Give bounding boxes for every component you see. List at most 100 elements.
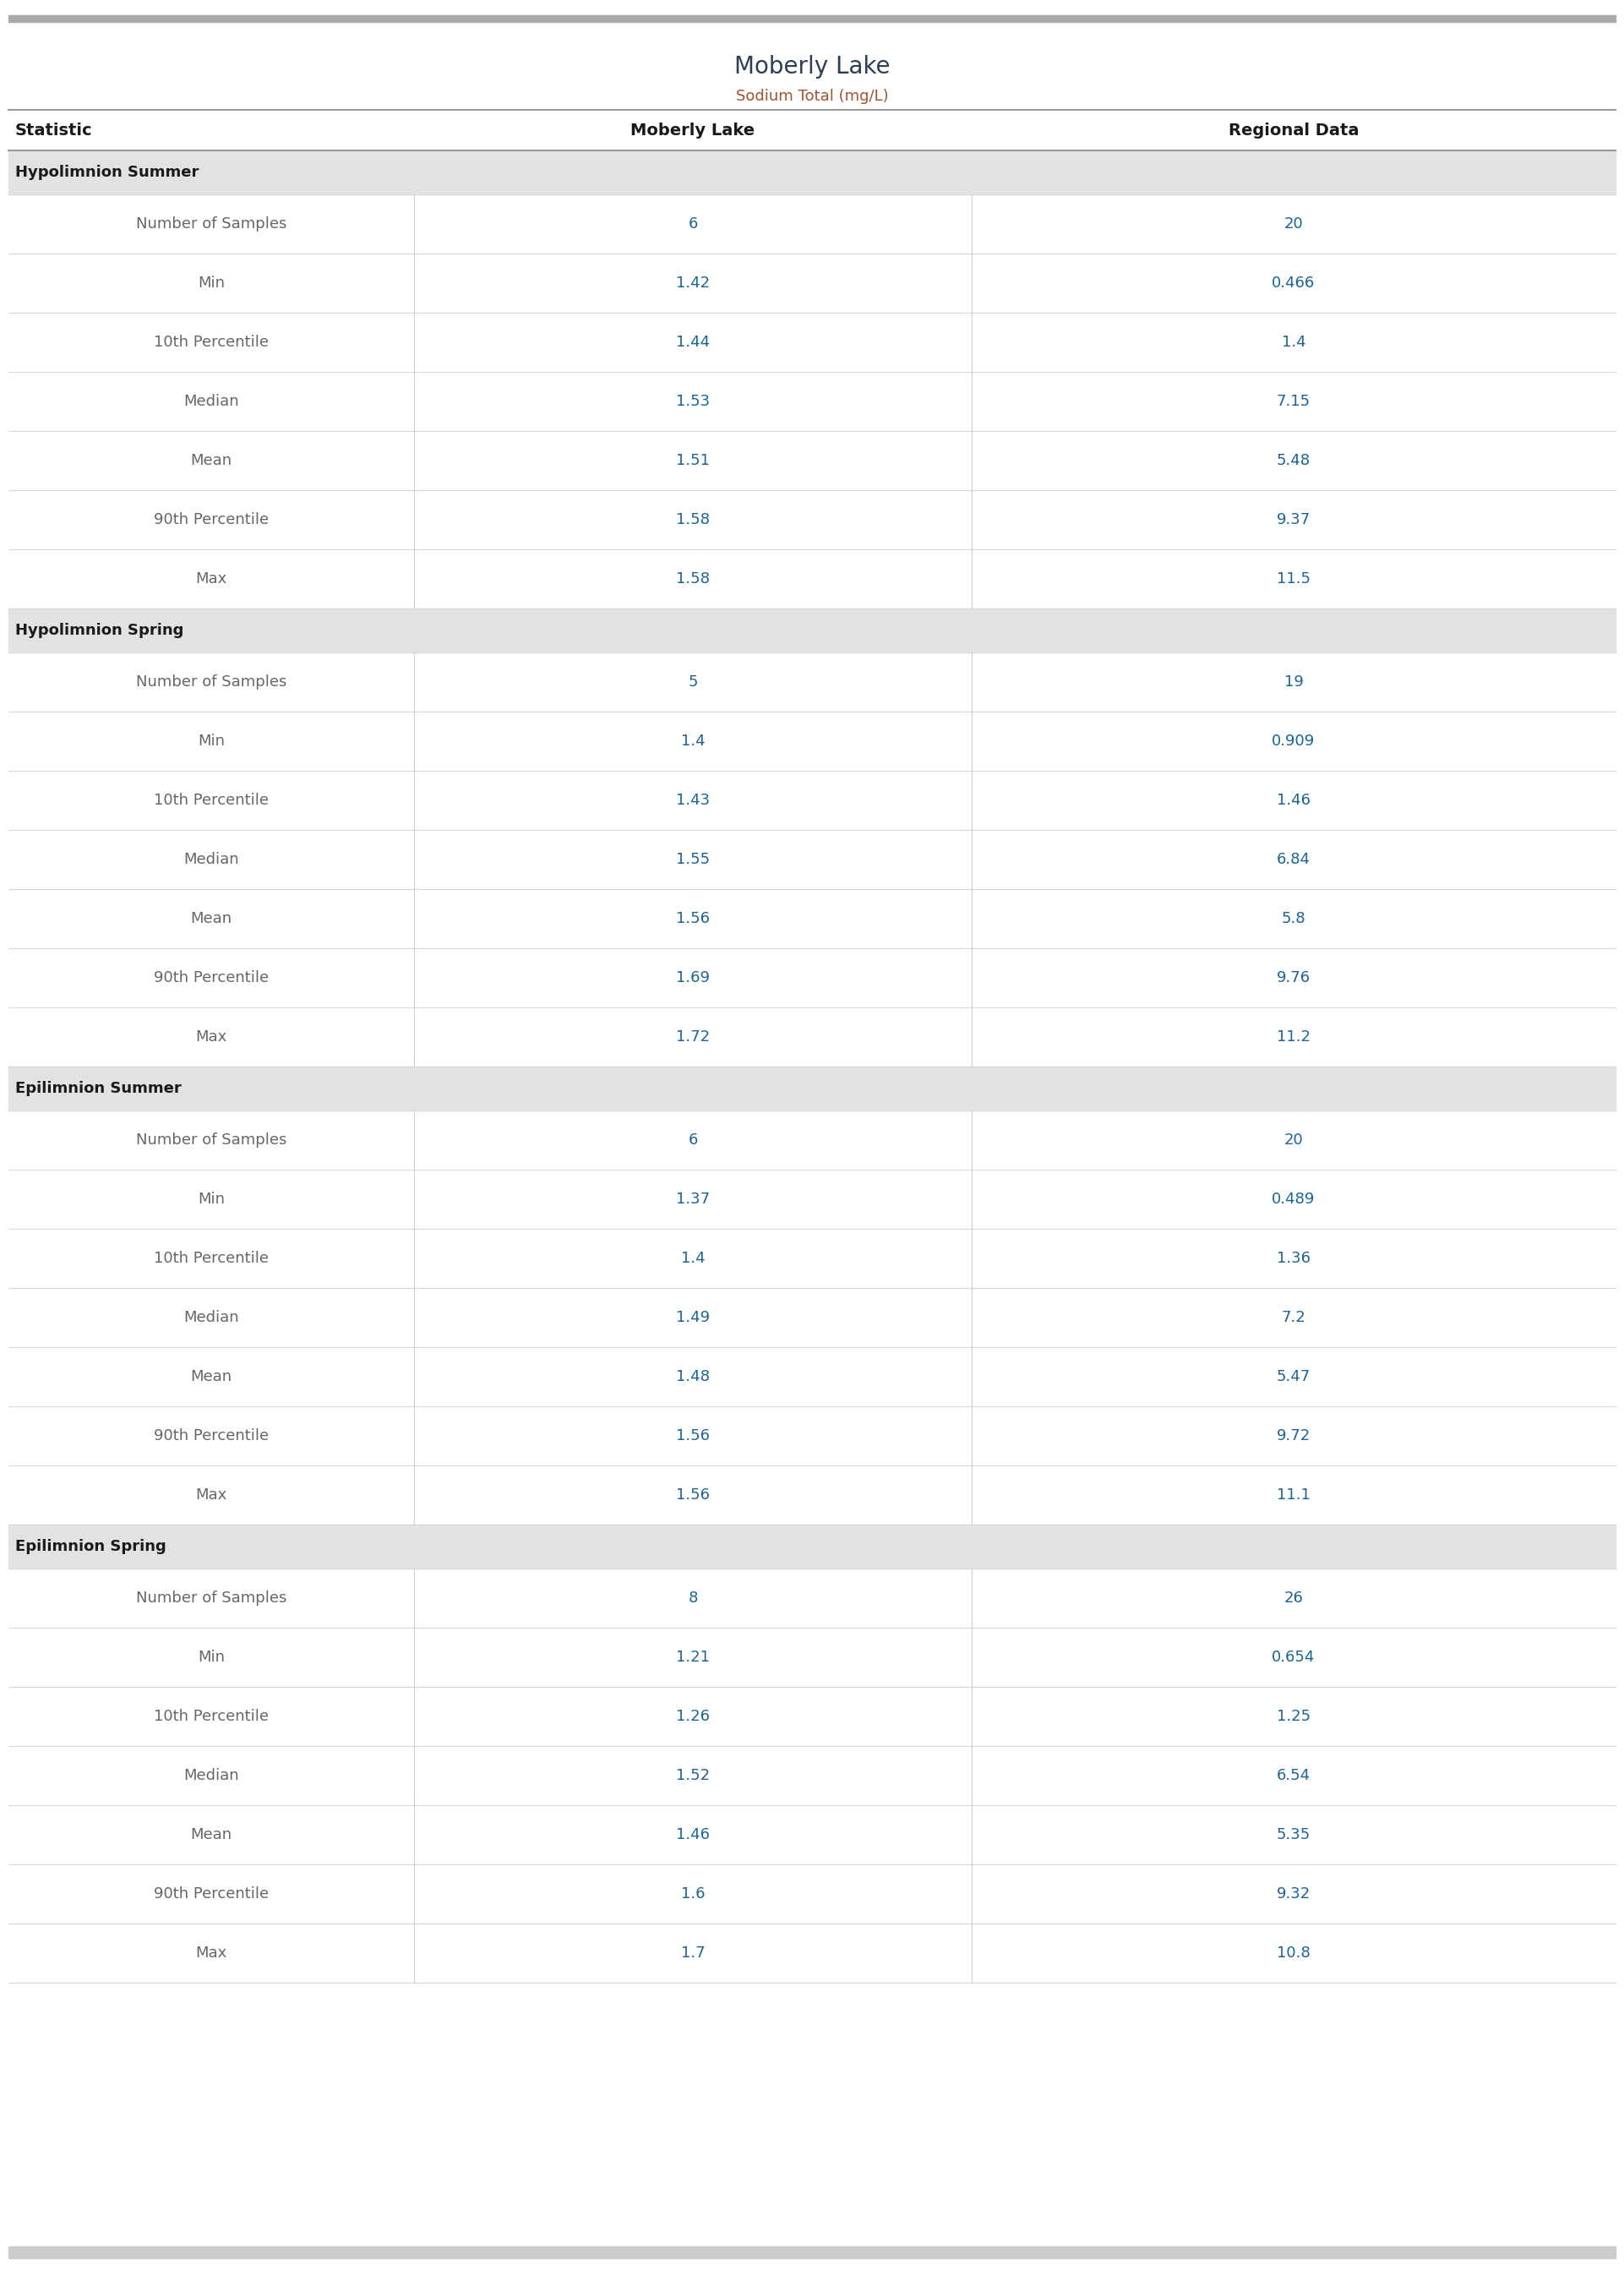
Text: Moberly Lake: Moberly Lake: [734, 54, 890, 79]
Text: 1.4: 1.4: [1281, 334, 1306, 350]
Text: 1.56: 1.56: [676, 1428, 710, 1444]
Text: Hypolimnion Spring: Hypolimnion Spring: [15, 622, 184, 638]
Bar: [8, 1525, 1616, 1569]
Bar: [8, 949, 1616, 1008]
Bar: [8, 890, 1616, 949]
Text: 1.44: 1.44: [676, 334, 710, 350]
Text: 90th Percentile: 90th Percentile: [154, 1428, 268, 1444]
Bar: [8, 109, 1616, 150]
Bar: [8, 313, 1616, 372]
Text: 1.56: 1.56: [676, 1487, 710, 1503]
Text: 1.72: 1.72: [676, 1028, 710, 1044]
Text: Median: Median: [184, 851, 239, 867]
Text: 11.5: 11.5: [1276, 572, 1311, 586]
Text: Mean: Mean: [190, 454, 232, 468]
Text: 10th Percentile: 10th Percentile: [154, 1709, 268, 1723]
Text: 8: 8: [689, 1591, 698, 1605]
Text: 1.21: 1.21: [676, 1650, 710, 1664]
Bar: [8, 1169, 1616, 1228]
Text: 1.46: 1.46: [1276, 792, 1311, 808]
Bar: [8, 651, 1616, 711]
Text: 1.43: 1.43: [676, 792, 710, 808]
Bar: [8, 150, 1616, 195]
Text: Mean: Mean: [190, 1369, 232, 1385]
Text: 1.6: 1.6: [680, 1886, 705, 1902]
Text: Statistic: Statistic: [15, 123, 93, 138]
Bar: [8, 1864, 1616, 1923]
Text: 6.54: 6.54: [1276, 1768, 1311, 1784]
Text: 1.51: 1.51: [676, 454, 710, 468]
Text: Min: Min: [198, 1650, 224, 1664]
Text: Epilimnion Summer: Epilimnion Summer: [15, 1081, 182, 1096]
Bar: [8, 1805, 1616, 1864]
Text: 9.76: 9.76: [1276, 969, 1311, 985]
Text: 7.2: 7.2: [1281, 1310, 1306, 1326]
Bar: [8, 608, 1616, 651]
Bar: [8, 1466, 1616, 1525]
Text: 1.37: 1.37: [676, 1192, 710, 1208]
Text: Moberly Lake: Moberly Lake: [630, 123, 755, 138]
Bar: [8, 1407, 1616, 1466]
Bar: [8, 1110, 1616, 1169]
Text: Number of Samples: Number of Samples: [136, 1133, 286, 1149]
Text: 1.48: 1.48: [676, 1369, 710, 1385]
Bar: [8, 372, 1616, 431]
Bar: [8, 1628, 1616, 1687]
Text: 9.32: 9.32: [1276, 1886, 1311, 1902]
Text: Min: Min: [198, 733, 224, 749]
Bar: [8, 16, 1616, 23]
Bar: [8, 1228, 1616, 1287]
Bar: [8, 1687, 1616, 1746]
Text: Hypolimnion Summer: Hypolimnion Summer: [15, 166, 198, 179]
Text: 0.654: 0.654: [1272, 1650, 1315, 1664]
Text: 90th Percentile: 90th Percentile: [154, 513, 268, 527]
Text: 11.1: 11.1: [1276, 1487, 1311, 1503]
Text: 9.72: 9.72: [1276, 1428, 1311, 1444]
Text: 6: 6: [689, 1133, 698, 1149]
Text: Max: Max: [195, 1945, 227, 1961]
Text: 1.46: 1.46: [676, 1827, 710, 1843]
Text: 5.47: 5.47: [1276, 1369, 1311, 1385]
Bar: [8, 2247, 1616, 2259]
Text: 9.37: 9.37: [1276, 513, 1311, 527]
Bar: [8, 711, 1616, 772]
Text: 1.4: 1.4: [680, 733, 705, 749]
Text: 5.8: 5.8: [1281, 910, 1306, 926]
Bar: [8, 431, 1616, 490]
Text: Regional Data: Regional Data: [1228, 123, 1359, 138]
Text: Median: Median: [184, 1310, 239, 1326]
Text: 6: 6: [689, 216, 698, 232]
Text: 1.53: 1.53: [676, 393, 710, 409]
Bar: [8, 1569, 1616, 1628]
Text: 26: 26: [1285, 1591, 1304, 1605]
Text: 5: 5: [689, 674, 698, 690]
Text: Mean: Mean: [190, 1827, 232, 1843]
Text: Min: Min: [198, 1192, 224, 1208]
Text: Number of Samples: Number of Samples: [136, 216, 286, 232]
Bar: [8, 195, 1616, 254]
Text: Max: Max: [195, 1028, 227, 1044]
Text: 0.909: 0.909: [1272, 733, 1315, 749]
Text: 11.2: 11.2: [1276, 1028, 1311, 1044]
Text: 1.55: 1.55: [676, 851, 710, 867]
Text: 90th Percentile: 90th Percentile: [154, 969, 268, 985]
Text: 1.49: 1.49: [676, 1310, 710, 1326]
Text: 10th Percentile: 10th Percentile: [154, 1251, 268, 1267]
Bar: [8, 831, 1616, 890]
Text: 0.489: 0.489: [1272, 1192, 1315, 1208]
Bar: [8, 1287, 1616, 1346]
Text: 1.36: 1.36: [1276, 1251, 1311, 1267]
Bar: [8, 1923, 1616, 1982]
Text: 1.42: 1.42: [676, 275, 710, 291]
Text: 1.58: 1.58: [676, 572, 710, 586]
Text: 5.48: 5.48: [1276, 454, 1311, 468]
Text: 20: 20: [1285, 1133, 1302, 1149]
Text: 10th Percentile: 10th Percentile: [154, 334, 268, 350]
Text: Sodium Total (mg/L): Sodium Total (mg/L): [736, 89, 888, 104]
Bar: [8, 1067, 1616, 1110]
Text: 10th Percentile: 10th Percentile: [154, 792, 268, 808]
Bar: [8, 549, 1616, 608]
Text: Epilimnion Spring: Epilimnion Spring: [15, 1539, 166, 1555]
Text: 0.466: 0.466: [1272, 275, 1315, 291]
Text: 7.15: 7.15: [1276, 393, 1311, 409]
